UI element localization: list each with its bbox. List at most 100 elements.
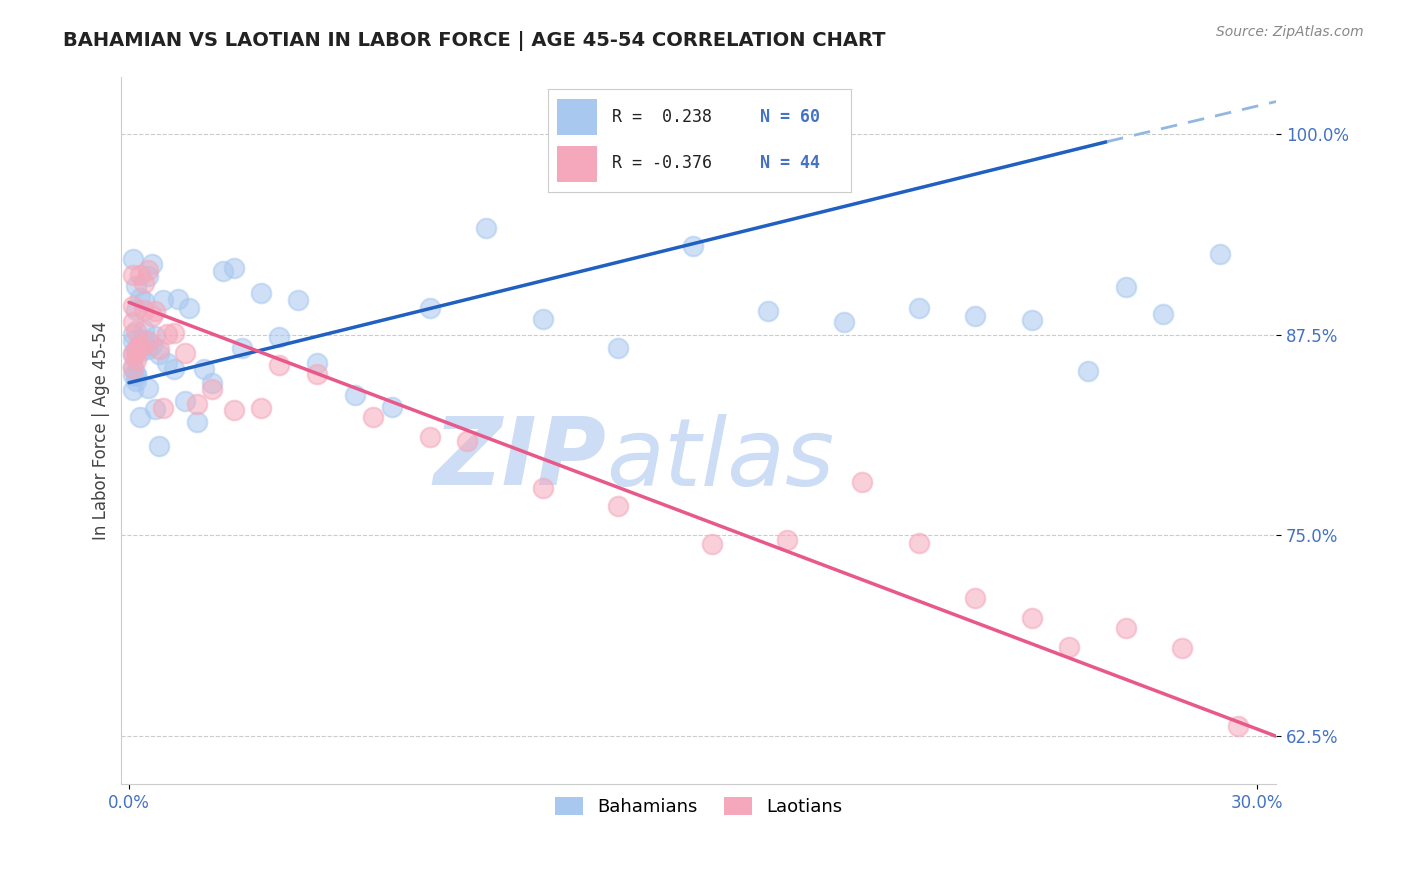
Point bbox=[1021, 611, 1043, 625]
Point bbox=[907, 536, 929, 550]
Point bbox=[129, 336, 152, 351]
Point bbox=[125, 303, 148, 318]
Point bbox=[1171, 641, 1194, 656]
Point bbox=[125, 353, 148, 368]
Point bbox=[148, 347, 170, 361]
Point bbox=[224, 402, 246, 417]
Point bbox=[129, 268, 152, 282]
Point bbox=[163, 362, 186, 376]
Point bbox=[1115, 280, 1137, 294]
Point bbox=[201, 376, 224, 390]
Point bbox=[148, 342, 170, 356]
Point bbox=[965, 309, 987, 323]
Y-axis label: In Labor Force | Age 45-54: In Labor Force | Age 45-54 bbox=[93, 321, 110, 541]
Point bbox=[141, 309, 163, 323]
Point bbox=[965, 591, 987, 605]
Point bbox=[125, 368, 148, 383]
Point bbox=[249, 285, 271, 300]
Bar bbox=[557, 99, 596, 136]
Point bbox=[305, 356, 328, 370]
Point bbox=[132, 322, 155, 336]
Point bbox=[121, 299, 143, 313]
Point bbox=[121, 327, 143, 342]
Point bbox=[136, 269, 159, 284]
Point bbox=[186, 397, 208, 411]
Point bbox=[456, 434, 478, 449]
Point bbox=[531, 311, 554, 326]
Point bbox=[121, 348, 143, 362]
Point bbox=[1057, 640, 1080, 654]
Point bbox=[419, 301, 441, 315]
Point bbox=[163, 326, 186, 340]
Text: BAHAMIAN VS LAOTIAN IN LABOR FORCE | AGE 45-54 CORRELATION CHART: BAHAMIAN VS LAOTIAN IN LABOR FORCE | AGE… bbox=[63, 31, 886, 51]
Point bbox=[1115, 621, 1137, 635]
Point bbox=[155, 355, 177, 369]
Point bbox=[129, 291, 152, 305]
Point bbox=[381, 400, 404, 414]
Point bbox=[136, 381, 159, 395]
Point bbox=[143, 329, 166, 343]
Text: Source: ZipAtlas.com: Source: ZipAtlas.com bbox=[1216, 25, 1364, 39]
Point bbox=[269, 330, 291, 344]
Point bbox=[132, 303, 155, 318]
Text: ZIP: ZIP bbox=[433, 413, 606, 505]
Text: atlas: atlas bbox=[606, 414, 835, 505]
Point bbox=[125, 367, 148, 381]
Point bbox=[132, 293, 155, 308]
Point bbox=[121, 346, 143, 360]
Point bbox=[121, 384, 143, 398]
Point bbox=[125, 342, 148, 356]
Point bbox=[174, 393, 197, 408]
Point bbox=[141, 257, 163, 271]
Point bbox=[136, 334, 159, 349]
Point bbox=[832, 315, 855, 329]
Point bbox=[193, 362, 215, 376]
Point bbox=[141, 338, 163, 352]
Point bbox=[700, 537, 723, 551]
Point bbox=[475, 221, 498, 235]
Point bbox=[148, 439, 170, 453]
Point bbox=[201, 382, 224, 396]
Legend: Bahamians, Laotians: Bahamians, Laotians bbox=[547, 788, 851, 825]
Point bbox=[143, 401, 166, 416]
Point bbox=[1152, 307, 1174, 321]
Point bbox=[606, 341, 628, 355]
Point bbox=[305, 367, 328, 381]
Point bbox=[606, 499, 628, 513]
Point bbox=[125, 345, 148, 359]
Point bbox=[132, 277, 155, 291]
Point bbox=[1208, 247, 1230, 261]
Point bbox=[907, 301, 929, 316]
Point bbox=[231, 341, 253, 355]
Point bbox=[682, 239, 704, 253]
Text: R = -0.376: R = -0.376 bbox=[612, 154, 711, 172]
Point bbox=[851, 475, 873, 489]
Point bbox=[287, 293, 309, 308]
Point bbox=[174, 346, 197, 360]
Point bbox=[136, 263, 159, 277]
Point bbox=[129, 342, 152, 356]
Point bbox=[125, 374, 148, 388]
Point bbox=[121, 268, 143, 282]
Point bbox=[121, 368, 143, 382]
Point bbox=[419, 430, 441, 444]
Point bbox=[531, 481, 554, 495]
Point bbox=[1021, 312, 1043, 326]
Point bbox=[121, 252, 143, 266]
Point bbox=[269, 358, 291, 372]
Point bbox=[155, 327, 177, 342]
Point bbox=[129, 345, 152, 359]
Bar bbox=[557, 145, 596, 181]
Point bbox=[129, 409, 152, 424]
Point bbox=[179, 301, 201, 316]
Text: N = 44: N = 44 bbox=[759, 154, 820, 172]
Point bbox=[125, 278, 148, 293]
Point bbox=[121, 315, 143, 329]
Point bbox=[1227, 719, 1250, 733]
Text: R =  0.238: R = 0.238 bbox=[612, 108, 711, 126]
Text: N = 60: N = 60 bbox=[759, 108, 820, 126]
Point bbox=[249, 401, 271, 416]
Point bbox=[363, 410, 385, 425]
Point bbox=[132, 333, 155, 347]
Point bbox=[121, 334, 143, 349]
